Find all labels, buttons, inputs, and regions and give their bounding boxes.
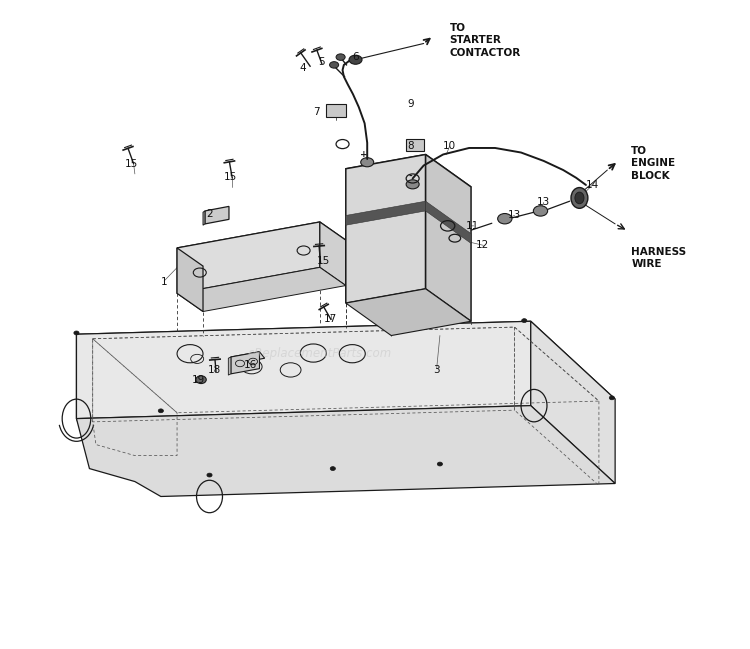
Text: 1: 1 <box>160 277 167 288</box>
Polygon shape <box>346 154 425 303</box>
Text: 15: 15 <box>316 256 330 266</box>
Polygon shape <box>531 321 615 484</box>
Polygon shape <box>320 222 346 286</box>
Text: TO
STARTER
CONTACTOR: TO STARTER CONTACTOR <box>450 23 521 58</box>
Polygon shape <box>203 211 205 225</box>
Ellipse shape <box>207 473 212 477</box>
Ellipse shape <box>609 396 614 400</box>
Polygon shape <box>346 154 471 201</box>
Text: 16: 16 <box>244 360 257 370</box>
Text: 7: 7 <box>314 106 320 117</box>
Text: 10: 10 <box>443 141 456 151</box>
Text: 18: 18 <box>208 365 220 375</box>
Text: 11: 11 <box>466 221 479 231</box>
Text: 6: 6 <box>352 52 358 62</box>
Polygon shape <box>177 248 203 312</box>
Polygon shape <box>76 334 160 464</box>
Text: +: + <box>359 150 368 159</box>
Text: 2: 2 <box>206 209 213 219</box>
Ellipse shape <box>74 331 79 335</box>
Text: 4: 4 <box>299 63 305 73</box>
Polygon shape <box>231 352 265 363</box>
Ellipse shape <box>349 55 362 64</box>
FancyBboxPatch shape <box>326 104 346 117</box>
Text: 14: 14 <box>586 180 599 190</box>
Ellipse shape <box>498 214 512 224</box>
Polygon shape <box>425 201 471 243</box>
Polygon shape <box>231 352 260 374</box>
Ellipse shape <box>571 188 588 208</box>
Polygon shape <box>177 222 320 293</box>
Ellipse shape <box>330 467 335 471</box>
Text: eReplacementParts.com: eReplacementParts.com <box>248 347 392 360</box>
Polygon shape <box>177 222 346 266</box>
Polygon shape <box>346 289 471 336</box>
Ellipse shape <box>158 409 164 413</box>
Text: -: - <box>408 172 412 181</box>
Ellipse shape <box>329 62 339 68</box>
Ellipse shape <box>575 192 584 204</box>
Polygon shape <box>177 267 346 312</box>
Text: 13: 13 <box>537 197 550 208</box>
Ellipse shape <box>196 376 206 384</box>
Polygon shape <box>346 201 425 225</box>
FancyBboxPatch shape <box>406 139 424 151</box>
Text: 3: 3 <box>433 365 440 375</box>
Ellipse shape <box>533 206 548 216</box>
Polygon shape <box>425 154 471 321</box>
Ellipse shape <box>406 180 419 189</box>
Text: 17: 17 <box>324 314 338 324</box>
Text: TO
ENGINE
BLOCK: TO ENGINE BLOCK <box>632 146 676 181</box>
Ellipse shape <box>437 462 442 466</box>
Text: 8: 8 <box>407 141 414 151</box>
Ellipse shape <box>522 319 526 323</box>
Polygon shape <box>76 321 615 412</box>
Text: 19: 19 <box>192 374 205 385</box>
Polygon shape <box>76 321 531 419</box>
Text: HARNESS
WIRE: HARNESS WIRE <box>632 247 686 269</box>
Text: 9: 9 <box>407 99 414 109</box>
Ellipse shape <box>336 54 345 60</box>
Text: 15: 15 <box>224 171 238 182</box>
Polygon shape <box>76 406 615 496</box>
Text: 15: 15 <box>125 158 138 169</box>
Text: 12: 12 <box>476 240 489 251</box>
Ellipse shape <box>361 158 374 167</box>
Polygon shape <box>228 357 231 375</box>
Text: 5: 5 <box>319 56 325 67</box>
Polygon shape <box>205 206 229 224</box>
Text: 13: 13 <box>508 210 521 221</box>
